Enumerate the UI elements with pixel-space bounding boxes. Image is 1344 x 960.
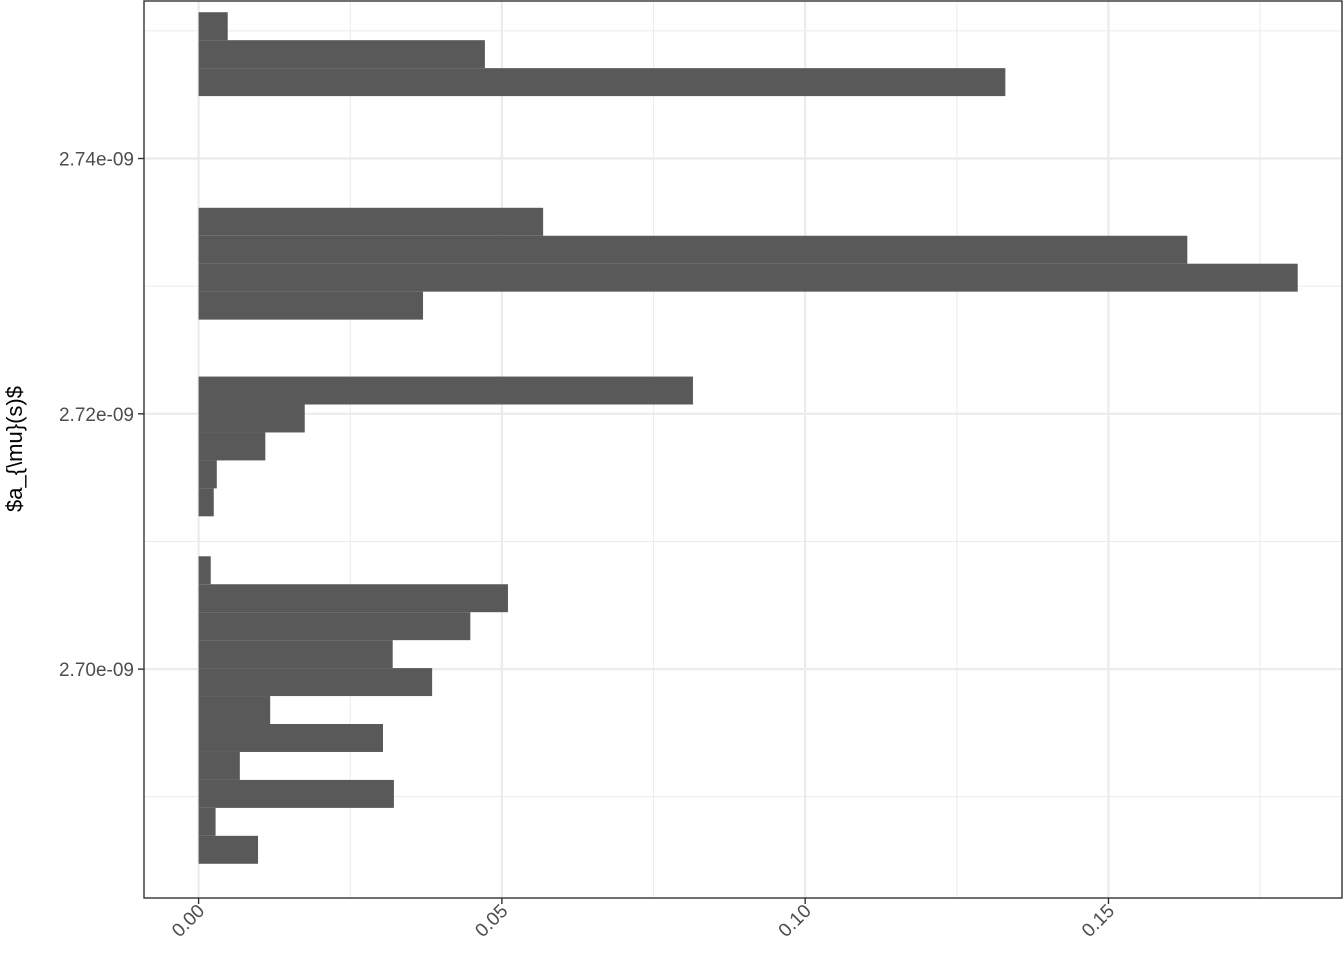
histogram-bar [198, 724, 383, 752]
y-tick-label: 2.74e-09 [59, 150, 134, 171]
histogram-bar [198, 696, 271, 725]
x-tick-label: 0.00 [168, 901, 209, 942]
histogram-bar [198, 235, 1188, 264]
histogram-bar [198, 779, 394, 808]
histogram-bar [198, 668, 433, 697]
histogram-bar [198, 376, 693, 405]
histogram-bar [198, 12, 228, 41]
y-axis-title: $a_{\mu}(s)$ [2, 386, 27, 512]
x-axis: 0.00 0.05 0.10 0.15 [168, 898, 1119, 942]
histogram-bar [198, 640, 393, 669]
histogram-bar [198, 291, 424, 320]
x-tick-label: 0.05 [471, 901, 512, 942]
bars [198, 12, 1298, 864]
histogram-bar [198, 460, 217, 489]
histogram-bar [198, 612, 471, 641]
histogram-bar [198, 432, 266, 461]
histogram-bar [198, 207, 544, 236]
histogram-bar [198, 263, 1298, 292]
histogram-bar [198, 488, 214, 517]
histogram-bar [198, 584, 508, 613]
major-gridlines [144, 1, 1342, 898]
panel-background [144, 1, 1342, 898]
histogram-bar [198, 40, 485, 69]
y-tick-label: 2.72e-09 [59, 405, 134, 426]
panel-border [143, 0, 1343, 899]
histogram-bar [198, 751, 240, 780]
y-axis: 2.70e-09 2.72e-09 2.74e-09 [59, 150, 144, 681]
histogram-bar [198, 404, 305, 433]
histogram-bar [198, 807, 216, 836]
histogram-bar [198, 68, 1006, 97]
x-tick-label: 0.10 [775, 901, 816, 942]
histogram-bar [198, 556, 211, 585]
y-tick-label: 2.70e-09 [59, 660, 134, 681]
histogram-bar [198, 835, 259, 864]
x-tick-label: 0.15 [1078, 901, 1119, 942]
